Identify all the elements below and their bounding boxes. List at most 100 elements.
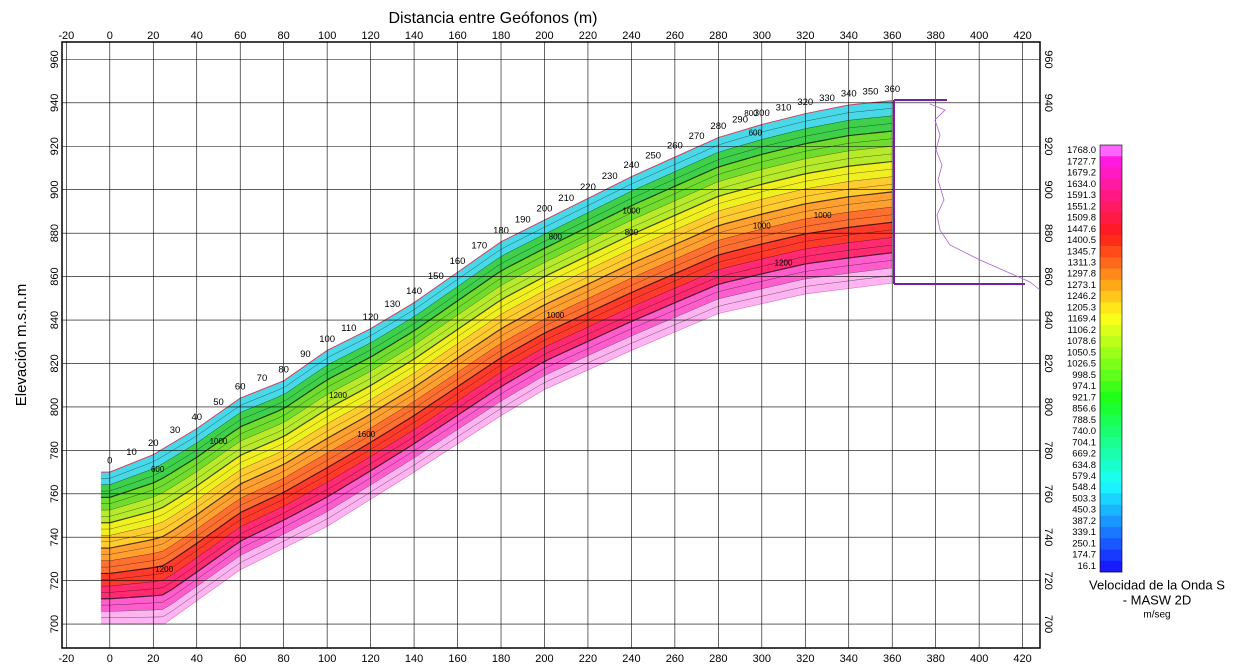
geophone-label: 100 [319, 334, 335, 345]
y-tick-label: 700 [1042, 615, 1054, 633]
colorbar-cell [1100, 201, 1122, 213]
geophone-label: 290 [732, 115, 748, 126]
y-tick-label: 800 [1042, 398, 1054, 416]
y-tick-label: 840 [1042, 311, 1054, 329]
contour-label: 800 [744, 109, 758, 118]
x-tick-label: 20 [147, 30, 159, 42]
contour-line [101, 153, 893, 517]
colorbar-label: 1246.2 [1067, 291, 1096, 302]
colorbar-cell [1100, 268, 1122, 281]
colorbar-cell [1100, 482, 1122, 494]
x-tick-label: 140 [405, 653, 423, 665]
colorbar-label: 788.5 [1072, 415, 1096, 426]
colorbar-cell [1100, 448, 1122, 460]
x-tick-label: 220 [579, 30, 597, 42]
colorbar-label: 998.5 [1072, 370, 1096, 381]
x-tick-label: 20 [147, 653, 159, 665]
contour-line [101, 146, 893, 511]
x-tick-label: 180 [492, 30, 510, 42]
colorbar-cell [1100, 380, 1122, 393]
geophone-label: 20 [148, 438, 159, 449]
x-tick-label: 240 [622, 30, 640, 42]
contour-label: 1000 [546, 311, 564, 320]
geophone-label: 30 [170, 425, 181, 436]
x-tick-label: 320 [796, 653, 814, 665]
contour-line [101, 168, 893, 530]
y-tick-label: 820 [1042, 354, 1054, 372]
geophone-label: 40 [191, 412, 202, 423]
colorbar-cell [1100, 414, 1122, 427]
x-tick-label: 140 [405, 30, 423, 42]
contour-label: 1200 [155, 565, 173, 574]
colorbar-label: 1273.1 [1067, 280, 1096, 291]
y-tick-label: 700 [49, 615, 61, 633]
y-tick-label: 920 [1042, 137, 1054, 155]
contour-label: 1200 [775, 259, 793, 268]
x-tick-label: 0 [107, 30, 113, 42]
y-tick-label: 780 [1042, 441, 1054, 459]
contour-line [101, 184, 893, 542]
colorbar-cell [1100, 167, 1122, 180]
geophone-label: 170 [471, 241, 487, 252]
x-tick-label: 380 [927, 30, 945, 42]
geophone-label: 60 [235, 382, 246, 393]
geophone-label: 350 [863, 86, 879, 97]
x-tick-label: 200 [535, 30, 553, 42]
colorbar-label: 1509.8 [1067, 213, 1096, 224]
contour-label: 800 [625, 228, 639, 237]
x-tick-label: 360 [883, 30, 901, 42]
x-tick-label: 420 [1013, 653, 1031, 665]
colorbar-cell [1100, 291, 1122, 303]
y-tick-label: 860 [49, 267, 61, 285]
geophone-label: 50 [213, 397, 224, 408]
colorbar-label: 1297.8 [1067, 269, 1096, 280]
contour-line [101, 191, 893, 549]
contour-line [101, 252, 893, 600]
colorbar-cell [1100, 212, 1122, 224]
contour-line [101, 229, 893, 580]
contour-label: 1000 [623, 207, 641, 216]
contour-label: 800 [549, 233, 563, 242]
colorbar-label: 1026.5 [1067, 359, 1096, 370]
geophone-label: 320 [797, 97, 813, 108]
colorbar-label: 1400.5 [1067, 235, 1096, 246]
colorbar-label: 339.1 [1072, 527, 1096, 538]
colorbar-label: 1345.7 [1067, 246, 1096, 257]
colorbar-label: 1447.6 [1067, 224, 1096, 235]
x-tick-label: 380 [927, 653, 945, 665]
y-tick-label: 880 [49, 224, 61, 242]
contour-line [101, 206, 893, 561]
contour-label: 600 [749, 128, 763, 137]
contour-line [101, 160, 893, 524]
geophone-label: 250 [645, 150, 661, 161]
contour-line [101, 275, 893, 618]
colorbar-label: 16.1 [1078, 561, 1097, 572]
colorbar-label: 387.2 [1072, 516, 1096, 527]
x-tick-label: 40 [191, 30, 203, 42]
colorbar-label: 1634.0 [1067, 179, 1096, 190]
x-tick-label: 100 [318, 653, 336, 665]
contour-line [101, 267, 893, 612]
x-tick-label: 220 [579, 653, 597, 665]
x-tick-label: 300 [753, 30, 771, 42]
colorbar-cell [1100, 189, 1122, 202]
y-tick-label: 900 [1042, 181, 1054, 199]
y-tick-label: 840 [49, 311, 61, 329]
geophone-label: 190 [515, 214, 531, 225]
colorbar-subtitle: - MASW 2D [1123, 592, 1192, 607]
contour-line [101, 244, 893, 593]
x-tick-label: 300 [753, 653, 771, 665]
colorbar-label: 250.1 [1072, 538, 1096, 549]
y-tick-label: 960 [1042, 50, 1054, 68]
colorbar-cell [1100, 515, 1122, 528]
geophone-label: 0 [107, 456, 112, 467]
x-tick-label: 60 [234, 653, 246, 665]
grid [62, 42, 1040, 648]
colorbar-label: 634.8 [1072, 460, 1096, 471]
geophone-label: 120 [363, 312, 379, 323]
colorbar-frame [1099, 144, 1123, 573]
colorbar-label: 921.7 [1072, 392, 1096, 403]
colorbar-cell [1100, 223, 1122, 236]
colorbar-unit: m/seg [1143, 610, 1170, 621]
x-tick-label: 240 [622, 653, 640, 665]
